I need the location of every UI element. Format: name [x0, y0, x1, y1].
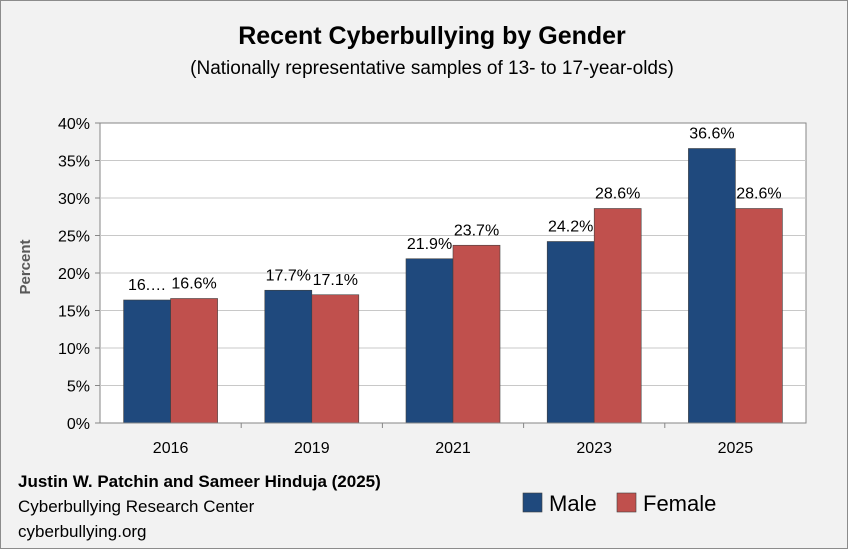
x-tick-label: 2025 — [718, 440, 754, 457]
bars — [123, 148, 783, 424]
y-tick-label: 10% — [58, 341, 90, 358]
data-label: 36.6% — [689, 126, 734, 143]
data-label: 28.6% — [595, 186, 640, 203]
legend-swatch-female — [616, 492, 637, 513]
data-labels: 16.… 16.6% 17.7% 17.1%21.9%23.7% 24.2%28.6%3… — [128, 126, 782, 295]
credit-authors: Justin W. Patchin and Sameer Hinduja (20… — [18, 472, 381, 491]
x-tick-label: 2019 — [294, 440, 330, 457]
legend-label-male: Male — [549, 491, 597, 516]
data-label: 21.9% — [407, 236, 452, 253]
bar-female-2021 — [452, 244, 501, 424]
data-label: 24.2% — [548, 219, 593, 236]
data-label: 17.1% — [313, 272, 358, 289]
y-tick-label: 35% — [58, 154, 90, 171]
bar-female-2016 — [170, 298, 218, 424]
data-label: 16.6% — [171, 276, 216, 293]
legend: Male Female — [522, 491, 716, 516]
y-tick-label: 15% — [58, 304, 90, 321]
bar-male-2019 — [264, 289, 313, 424]
legend-swatch-male — [522, 492, 543, 513]
x-tick-label: 2021 — [435, 440, 471, 457]
credit-organization: Cyberbullying Research Center — [18, 497, 255, 516]
y-tick-label: 40% — [58, 116, 90, 133]
x-tick-label: 2023 — [576, 440, 612, 457]
chart-subtitle: (Nationally representative samples of 13… — [190, 58, 674, 79]
data-label: 28.6% — [736, 186, 781, 203]
credit-website: cyberbullying.org — [18, 522, 147, 541]
bar-male-2025 — [688, 148, 736, 424]
bar-female-2019 — [311, 294, 360, 424]
x-axis-ticks: 2016 2019 2021 2023 2025 — [100, 422, 806, 457]
y-axis-label: Percent — [17, 239, 34, 294]
y-tick-label: 5% — [67, 379, 90, 396]
y-tick-label: 20% — [58, 266, 90, 283]
bar-female-2023 — [593, 208, 642, 424]
data-label: 23.7% — [454, 222, 499, 239]
bar-female-2025 — [735, 208, 783, 424]
x-tick-label: 2016 — [153, 440, 189, 457]
data-label: 17.7% — [266, 267, 311, 284]
chart-title: Recent Cyberbullying by Gender — [238, 22, 626, 50]
bar-male-2016 — [123, 299, 171, 424]
bar-male-2023 — [546, 241, 595, 424]
y-tick-label: 0% — [67, 416, 90, 433]
bar-male-2021 — [405, 258, 454, 424]
data-label: 16.… — [128, 277, 166, 294]
y-tick-label: 30% — [58, 191, 90, 208]
y-tick-label: 25% — [58, 229, 90, 246]
y-axis-ticks: 0% 5% 10% 15% 20% 25% 30% 35% 40% — [58, 116, 100, 433]
legend-label-female: Female — [643, 491, 716, 516]
